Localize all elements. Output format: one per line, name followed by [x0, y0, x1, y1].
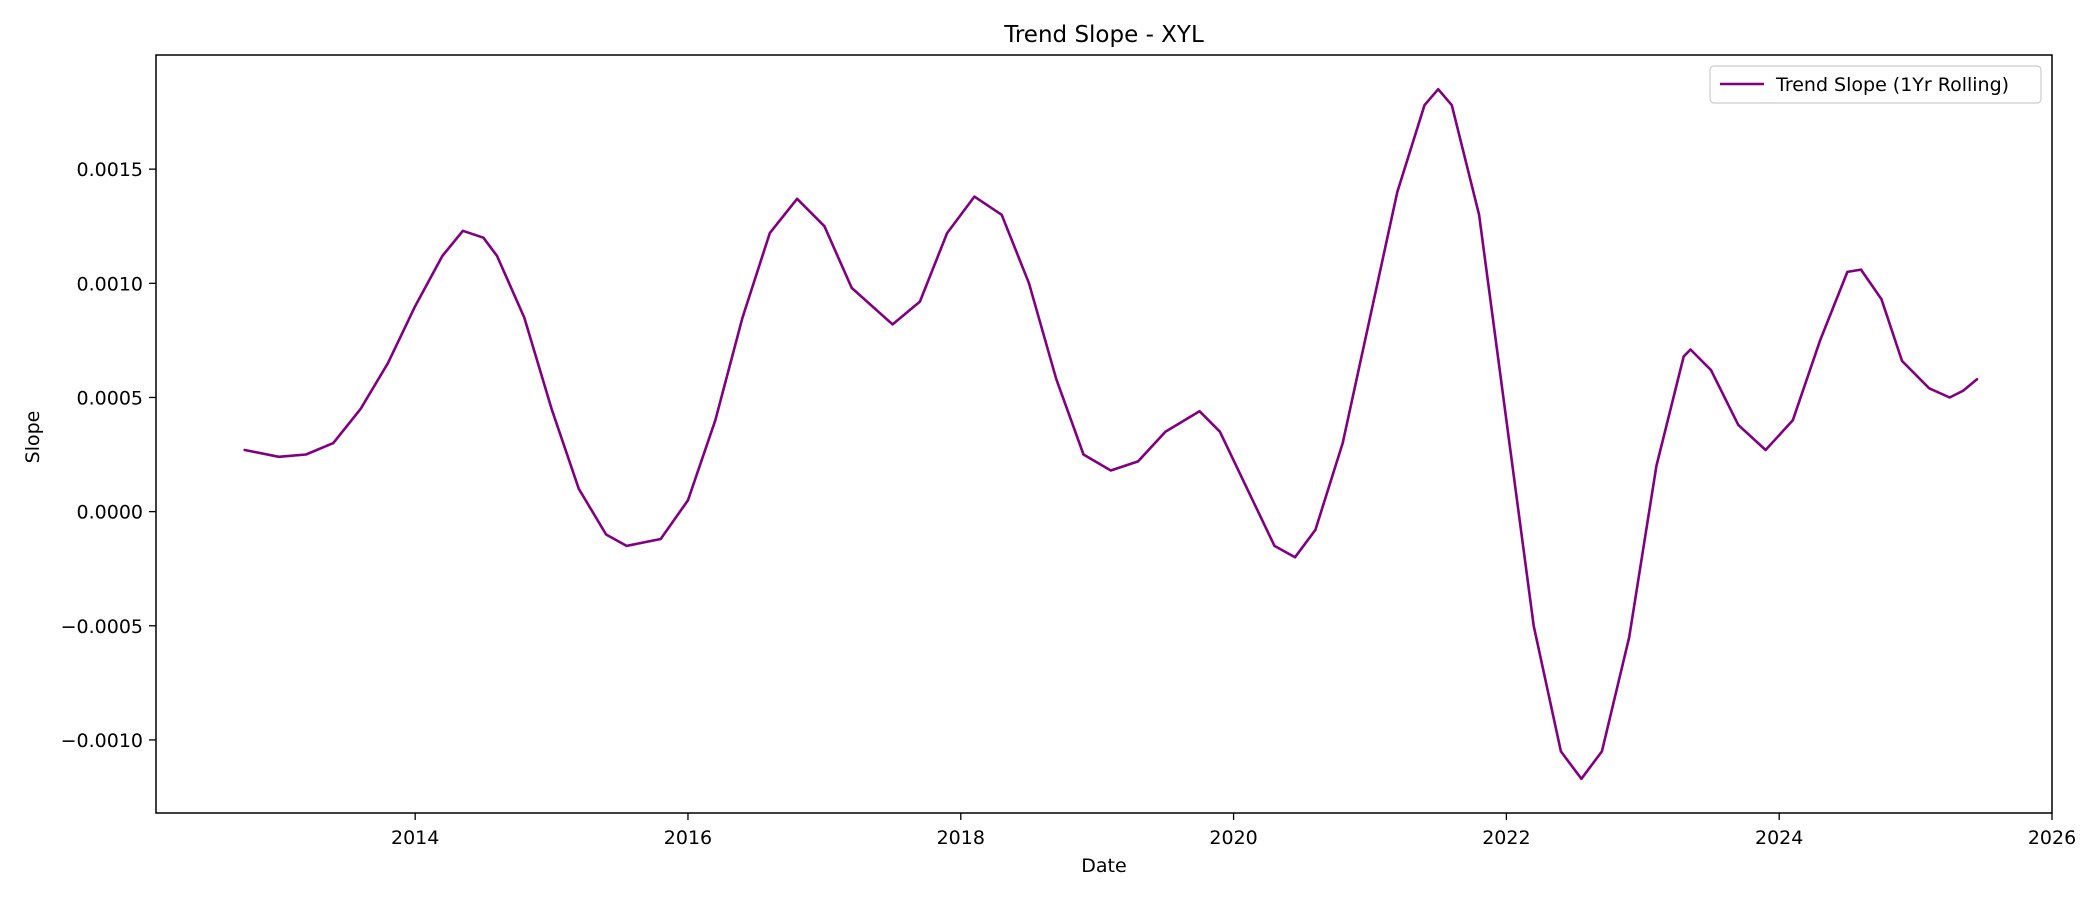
x-tick-label: 2024 [1755, 827, 1803, 849]
axes-frame [155, 54, 2053, 814]
y-tick-label: 0.0000 [77, 502, 143, 524]
axes: 2014 2016 2018 2020 2022 2024 2026 −0.0010 −0.00… [61, 54, 2076, 849]
x-tick-label: 2018 [937, 827, 985, 849]
y-tick-label: 0.0010 [77, 273, 143, 295]
x-tick-label: 2020 [1209, 827, 1257, 849]
y-axis-title: Slope [22, 411, 44, 464]
legend: Trend Slope (1Yr Rolling) [1709, 65, 2042, 104]
x-tick-label: 2016 [664, 827, 712, 849]
chart-title: Trend Slope - XYL [1003, 22, 1204, 48]
y-tick-label: 0.0015 [77, 159, 143, 181]
legend-box [1709, 65, 2042, 104]
series-line-0 [243, 87, 1979, 781]
legend-label: Trend Slope (1Yr Rolling) [1775, 74, 2009, 96]
y-tick-label: −0.0005 [61, 616, 143, 638]
y-tick-label: 0.0005 [77, 387, 143, 409]
x-axis-title: Date [1081, 855, 1126, 877]
x-tick-label: 2014 [391, 827, 439, 849]
plot-area [243, 87, 1979, 781]
x-tick-label: 2022 [1482, 827, 1530, 849]
x-tick-label: 2026 [2028, 827, 2076, 849]
y-tick-label: −0.0010 [61, 730, 143, 752]
